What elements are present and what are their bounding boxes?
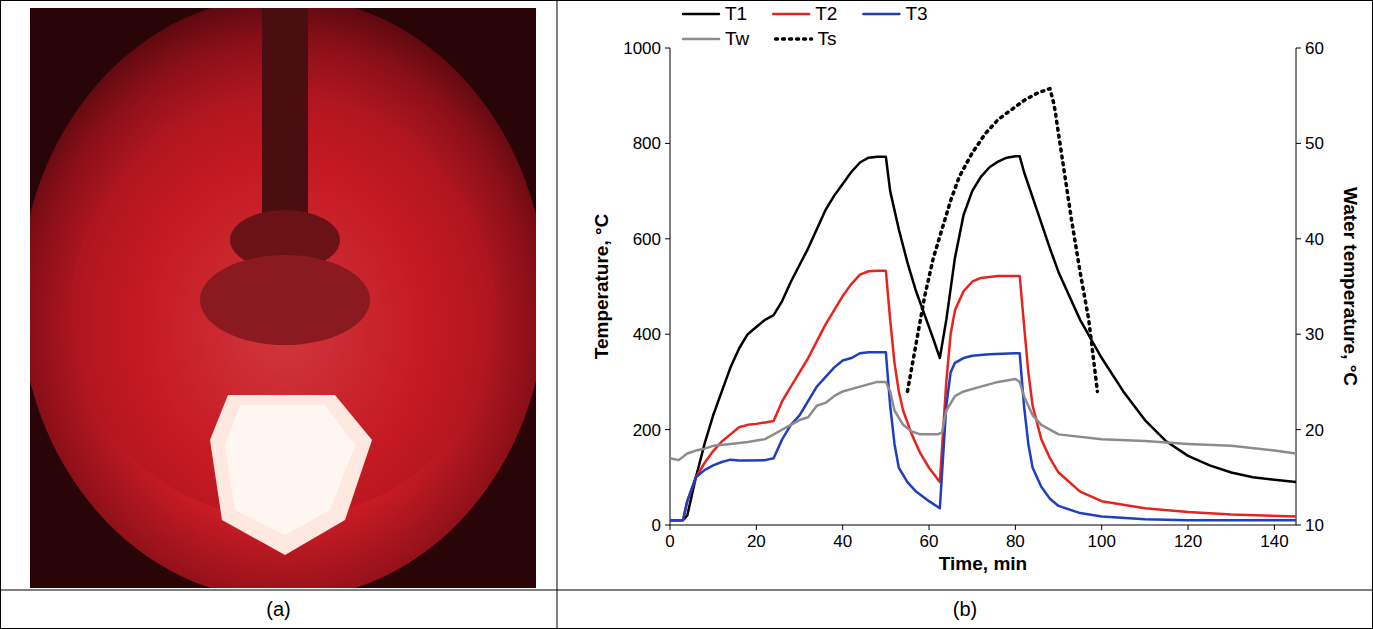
legend-label: T3 <box>905 3 927 24</box>
legend-item: T3 <box>863 3 927 24</box>
x-tick <box>842 525 843 530</box>
series-line <box>670 379 1296 460</box>
legend: T1 T2 T3 Tw Ts <box>683 3 928 49</box>
y2-tick-label: 10 <box>1305 516 1324 535</box>
x-tick-label: 60 <box>920 532 939 551</box>
photo <box>30 8 536 588</box>
legend-label: Tw <box>725 28 750 49</box>
series-line <box>907 89 1097 392</box>
y2-tick <box>1296 429 1301 430</box>
y2-tick-label: 50 <box>1305 134 1324 153</box>
x-tick-label: 100 <box>1088 532 1116 551</box>
x-tick-label: 80 <box>1006 532 1025 551</box>
y2-tick-label: 40 <box>1305 230 1324 249</box>
y2-tick <box>1296 143 1301 144</box>
x-tick <box>1188 525 1189 530</box>
series-line <box>670 271 1296 520</box>
x-tick-label: 40 <box>833 532 852 551</box>
y-tick <box>665 143 670 144</box>
series-line <box>670 352 1296 520</box>
rod <box>262 8 308 223</box>
legend-swatch <box>776 37 812 41</box>
figure: (a) (b) 0 20 40 60 80 100 120 140 0 200 400 600 800 100… <box>0 0 1373 629</box>
hot-sample <box>210 395 372 555</box>
y2-tick <box>1296 48 1301 49</box>
x-tick <box>929 525 930 530</box>
x-tick <box>1101 525 1102 530</box>
legend-item: Tw <box>683 28 750 49</box>
legend-item: T2 <box>773 3 837 24</box>
y2-tick-label: 20 <box>1305 421 1324 440</box>
panel-label: (a) <box>266 598 290 620</box>
x-tick-label: 0 <box>665 532 674 551</box>
y2-tick <box>1296 525 1301 526</box>
chart: 0 20 40 60 80 100 120 140 0 200 400 600 800 1000 10 20 3… <box>591 3 1361 574</box>
legend-item: T1 <box>683 3 747 24</box>
legend-swatch <box>683 13 719 16</box>
y-axis-title: Temperature, °C <box>591 213 612 359</box>
legend-label: Ts <box>818 28 837 49</box>
rod-base <box>200 255 370 345</box>
chamber-glow <box>30 8 536 588</box>
y-tick-label: 200 <box>633 421 661 440</box>
x-tick-label: 140 <box>1260 532 1288 551</box>
x-tick-label: 20 <box>747 532 766 551</box>
x-tick <box>756 525 757 530</box>
y-axis <box>670 48 671 525</box>
y-tick-label: 800 <box>633 134 661 153</box>
x-axis-title: Time, min <box>939 553 1027 574</box>
y2-axis-title: Water temperature, °C <box>1340 187 1361 386</box>
x-tick <box>670 525 671 530</box>
y-tick-label: 0 <box>652 516 661 535</box>
y-tick <box>665 429 670 430</box>
hot-sample-core <box>225 405 355 535</box>
panel-label: (b) <box>953 598 977 620</box>
y2-tick-label: 30 <box>1305 325 1324 344</box>
legend-label: T1 <box>725 3 747 24</box>
x-tick <box>1274 525 1275 530</box>
y-tick-label: 600 <box>633 230 661 249</box>
y-tick-label: 1000 <box>623 39 661 58</box>
y-tick <box>665 238 670 239</box>
legend-swatch <box>683 38 719 41</box>
y-tick-label: 400 <box>633 325 661 344</box>
x-tick-label: 120 <box>1174 532 1202 551</box>
legend-label: T2 <box>815 3 837 24</box>
series-line <box>670 156 1296 520</box>
x-tick <box>1015 525 1016 530</box>
legend-item: Ts <box>776 28 837 49</box>
legend-swatch <box>773 13 809 16</box>
frame-divider <box>0 590 1373 591</box>
x-axis <box>670 525 1296 526</box>
y-tick <box>665 48 670 49</box>
y2-tick <box>1296 238 1301 239</box>
legend-swatch <box>863 13 899 16</box>
y-tick <box>665 525 670 526</box>
y-tick <box>665 334 670 335</box>
y2-tick-label: 60 <box>1305 39 1324 58</box>
y2-tick <box>1296 334 1301 335</box>
frame-divider <box>557 0 558 629</box>
plot-area <box>670 89 1296 521</box>
